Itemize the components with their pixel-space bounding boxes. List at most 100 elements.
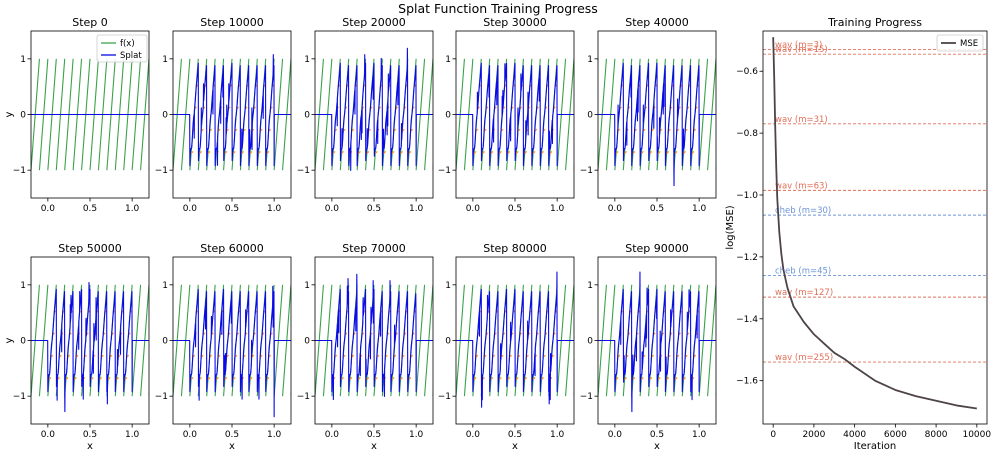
y-axis-label: log(MSE) — [725, 205, 736, 249]
panel-plot-area — [598, 271, 716, 413]
panel-plot-area — [173, 54, 291, 171]
progress-frame — [762, 30, 988, 425]
y-tick-label: 0 — [587, 337, 593, 347]
x-tick-label: 0.5 — [83, 204, 97, 214]
x-tick-label: 0.0 — [183, 430, 198, 440]
reference-label: cheb (m=45) — [775, 266, 831, 276]
y-tick-label: −1 — [297, 392, 310, 402]
y-tick-label: −1 — [155, 166, 168, 176]
x-tick-label: 0.5 — [367, 430, 381, 440]
step-panel-7: Step 70000 0.0 0.5 1.0 −1 0 1 x — [297, 242, 434, 449]
x-tick-label: 0.5 — [650, 204, 664, 214]
step-panel-5: Step 50000 0.0 0.5 1.0 −1 0 1 y x — [4, 242, 150, 449]
x-tick-label: 1.0 — [550, 430, 565, 440]
x-axis-label: x — [512, 441, 518, 449]
reference-label: wav (m=3) — [775, 41, 822, 51]
x-tick-label: 0.5 — [650, 430, 664, 440]
reference-label: wav (m=127) — [775, 288, 833, 298]
panel-plot-area — [456, 58, 574, 171]
y-axis-label: y — [4, 337, 15, 343]
y-tick-label: −1.4 — [736, 315, 758, 325]
x-tick-label: 0.0 — [608, 430, 623, 440]
y-tick-label: −1.6 — [736, 377, 758, 387]
y-tick-label: −0.6 — [736, 67, 758, 77]
splat-model-line — [456, 271, 574, 408]
panel-plot-area — [173, 284, 291, 418]
x-tick-label: 1.0 — [550, 204, 565, 214]
legend: f(x) Splat — [96, 34, 148, 63]
splat-model-line — [31, 282, 149, 413]
progress-title: Training Progress — [827, 16, 922, 29]
y-tick-label: 1 — [587, 281, 593, 291]
x-tick-label: 10000 — [962, 430, 991, 440]
x-tick-label: 0.5 — [225, 204, 239, 214]
x-axis-label: x — [87, 441, 93, 449]
y-tick-label: −1 — [13, 392, 26, 402]
x-tick-label: 4000 — [843, 430, 866, 440]
y-tick-label: −1 — [580, 166, 593, 176]
panel-plot-area — [456, 271, 574, 408]
x-tick-label: 1.0 — [692, 430, 707, 440]
panel-title: Step 50000 — [58, 242, 122, 255]
panel-plot-area — [598, 58, 716, 187]
x-tick-label: 8000 — [925, 430, 948, 440]
approx-residue — [615, 84, 700, 154]
x-tick-label: 0.5 — [508, 430, 522, 440]
x-axis-label: x — [654, 441, 660, 449]
legend-label-mse: MSE — [960, 39, 978, 49]
y-tick-label: −1.0 — [736, 191, 758, 201]
x-axis-label: Iteration — [854, 441, 896, 449]
x-axis-label: x — [229, 441, 235, 449]
mse-line — [772, 37, 977, 410]
x-tick-label: 1.0 — [267, 204, 282, 214]
y-tick-label: 0 — [20, 111, 26, 121]
panel-title: Step 30000 — [483, 16, 547, 29]
splat-model-line — [456, 62, 574, 167]
y-tick-label: −1 — [438, 166, 451, 176]
panel-title: Step 70000 — [342, 242, 406, 255]
step-panel-0: Step 0 0.0 0.5 1.0 −1 0 1 y f(x) Splat — [4, 16, 150, 214]
panel-title: Step 40000 — [625, 16, 689, 29]
x-tick-label: 0.0 — [466, 204, 481, 214]
y-tick-label: 0 — [162, 111, 168, 121]
y-tick-label: 1 — [445, 281, 451, 291]
x-tick-label: 0.0 — [325, 430, 340, 440]
y-tick-label: 0 — [304, 337, 310, 347]
x-tick-label: 0.5 — [225, 430, 239, 440]
x-tick-label: 1.0 — [409, 204, 424, 214]
x-axis-label: x — [371, 441, 377, 449]
step-panel-3: Step 30000 0.0 0.5 1.0 −1 0 1 — [438, 16, 575, 214]
y-axis-label: y — [4, 111, 15, 117]
reference-label: wav (m=15) — [775, 45, 828, 55]
y-tick-label: 0 — [445, 337, 451, 347]
x-tick-label: 0.5 — [508, 204, 522, 214]
splat-model-line — [315, 47, 433, 171]
y-tick-label: −1 — [580, 392, 593, 402]
y-tick-label: 1 — [162, 55, 168, 65]
panel-plot-area — [31, 58, 149, 171]
figure-title: Splat Function Training Progress — [398, 1, 598, 16]
reference-label: wav (m=255) — [775, 353, 833, 363]
panel-plot-area — [31, 282, 149, 413]
x-tick-label: 1.0 — [125, 430, 140, 440]
splat-model-line — [173, 54, 291, 167]
legend-box — [936, 34, 984, 52]
x-tick-label: 0.0 — [608, 204, 623, 214]
panel-title: Step 0 — [72, 16, 108, 29]
y-tick-label: 1 — [162, 281, 168, 291]
x-tick-label: 1.0 — [692, 204, 707, 214]
step-panel-8: Step 80000 0.0 0.5 1.0 −1 0 1 x — [438, 242, 575, 449]
y-tick-label: 1 — [587, 55, 593, 65]
y-tick-label: 1 — [445, 55, 451, 65]
y-tick-label: −1.2 — [736, 253, 758, 263]
splat-model-line — [173, 285, 291, 418]
panel-title: Step 80000 — [483, 242, 547, 255]
legend-label-splat: Splat — [120, 51, 142, 61]
legend: MSE — [936, 34, 984, 52]
y-tick-label: 0 — [445, 111, 451, 121]
y-tick-label: 0 — [304, 111, 310, 121]
reference-label: wav (m=31) — [775, 115, 828, 125]
panel-title: Step 10000 — [200, 16, 264, 29]
x-tick-label: 0.0 — [325, 204, 340, 214]
